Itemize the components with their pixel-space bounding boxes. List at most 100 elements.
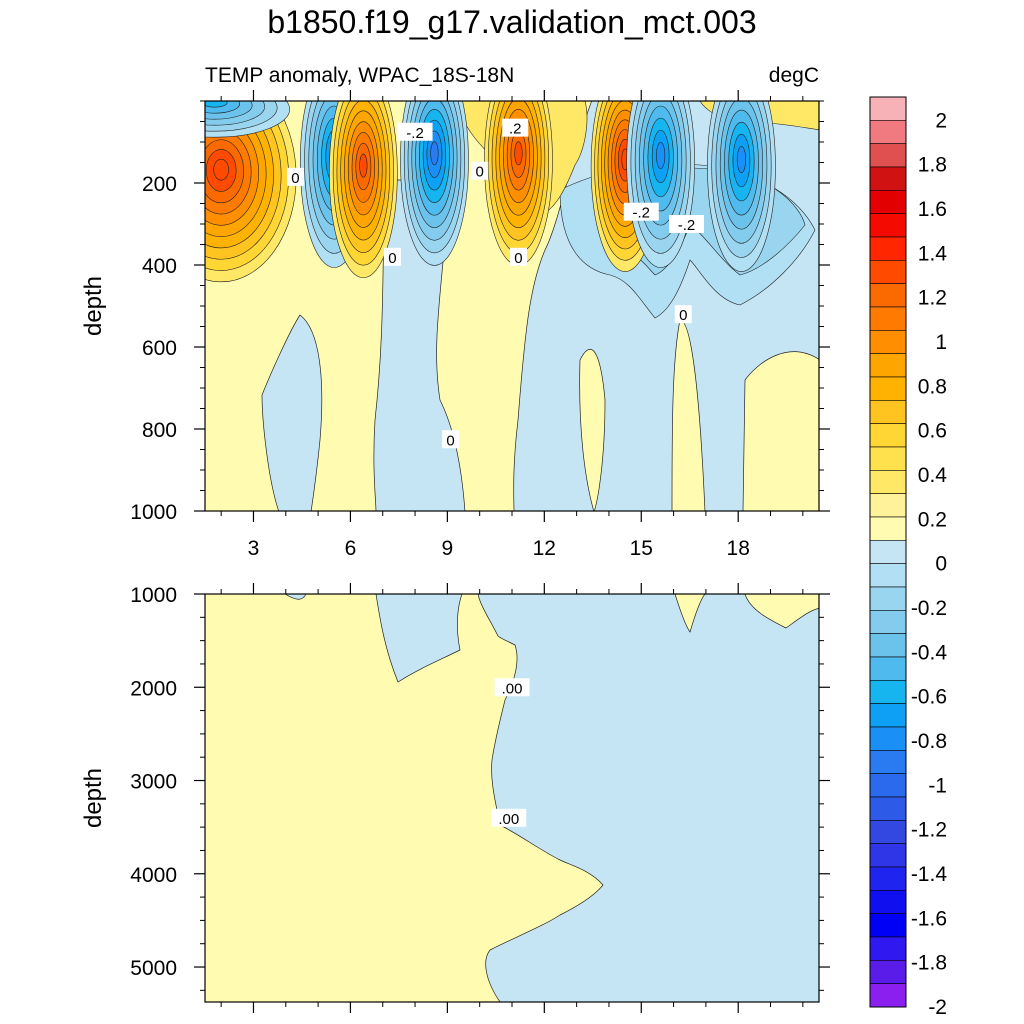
- colorbar-label: 1.4: [918, 242, 948, 265]
- colorbar-swatch: [869, 120, 907, 144]
- y-tick-label: 1000: [130, 584, 177, 607]
- colorbar-swatch: [869, 260, 907, 284]
- contour-label-box: [397, 122, 433, 141]
- colorbar-swatch: [869, 353, 907, 378]
- top-axes: 3 6 9 12 15 18 200 400 600 800 1000: [130, 90, 830, 560]
- contour-label-box: [471, 161, 489, 180]
- colorbar-label: -1.2: [911, 819, 947, 842]
- y-tick-label: 1000: [130, 501, 177, 524]
- colorbar-swatch: [869, 236, 907, 261]
- colorbar-swatch: [869, 423, 907, 448]
- bottom-contour-labels: .00 .00: [491, 678, 530, 828]
- contour-label: .00: [498, 811, 519, 828]
- x-tick-label: 6: [345, 537, 357, 560]
- contour-label-box: [669, 215, 705, 233]
- contour-label-box: [491, 808, 527, 827]
- colorbar-label: -1.8: [911, 952, 947, 975]
- contour-label: 0: [446, 432, 454, 449]
- y-tick-label: 800: [142, 419, 177, 442]
- colorbar-swatch: [869, 143, 907, 168]
- top-pos-pocket-2: [671, 319, 706, 511]
- positive-anomaly-contour: [514, 141, 523, 166]
- colorbar-label: -2: [928, 996, 947, 1019]
- colorbar-label: 0.8: [918, 375, 947, 398]
- colorbar-swatch: [869, 586, 907, 611]
- x-tick-label: 18: [727, 537, 750, 560]
- positive-anomaly-contour: [359, 153, 368, 178]
- top-panel: TEMP anomaly, WPAC_18S-18N degC depth 0 0…: [80, 64, 830, 560]
- contour-label: 0: [514, 250, 522, 267]
- contour-label-box: [494, 678, 530, 697]
- negative-anomaly-contour: [736, 146, 746, 174]
- colorbar-swatch: [869, 703, 907, 728]
- contour-label: -.2: [633, 205, 651, 222]
- colorbar-swatch: [869, 516, 907, 541]
- colorbar-label: 1.8: [918, 154, 947, 177]
- colorbar-swatch: [869, 750, 907, 774]
- x-tick-label: 9: [442, 537, 454, 560]
- colorbar-swatch: [869, 213, 907, 238]
- bottom-axes: 1000 2000 3000 4000 5000: [130, 583, 830, 1013]
- colorbar-swatch: [869, 283, 907, 308]
- colorbar-label: -0.2: [911, 597, 947, 620]
- contour-label: -.2: [406, 125, 424, 142]
- colorbar-swatch: [869, 610, 907, 634]
- contour-label-box: [509, 247, 527, 266]
- y-tick-label: 3000: [130, 771, 177, 794]
- colorbar-swatch: [869, 166, 907, 191]
- top-right-string: degC: [769, 64, 819, 87]
- colorbar-swatch: [869, 493, 907, 518]
- colorbar-label: 1.6: [918, 198, 947, 221]
- colorbar-swatch: [869, 726, 907, 751]
- contour-label-box: [442, 430, 460, 449]
- colorbar-label: 0: [935, 553, 947, 576]
- colorbar-swatch: [869, 820, 907, 844]
- colorbar-label: -1.6: [911, 907, 947, 930]
- y-tick-label: 200: [142, 173, 177, 196]
- x-tick-label: 3: [248, 537, 260, 560]
- colorbar-swatch: [869, 330, 907, 354]
- contour-label: 0: [476, 164, 484, 181]
- colorbar-swatch: [869, 866, 907, 891]
- contour-label-box: [623, 202, 659, 221]
- colorbar-label: 0.6: [918, 420, 947, 443]
- bottom-panel: depth .00 .00 1000 2000 3000 4000 5000: [80, 583, 830, 1013]
- colorbar-label: -1: [928, 774, 947, 797]
- colorbar-swatch: [869, 913, 907, 938]
- colorbar-swatch: [869, 680, 907, 704]
- chart-title: b1850.f19_g17.validation_mct.003: [267, 4, 756, 40]
- top-neg-region-west: [261, 314, 323, 511]
- colorbar-swatch: [869, 890, 907, 914]
- colorbar-swatch: [869, 656, 907, 681]
- contour-label: 0: [388, 250, 396, 267]
- colorbar-label: -0.8: [911, 730, 947, 753]
- colorbar-label: -0.6: [911, 686, 947, 709]
- y-tick-label: 600: [142, 337, 177, 360]
- negative-anomaly-contour: [656, 142, 666, 169]
- colorbar-label: 1.2: [918, 287, 947, 310]
- contour-label: 0: [679, 307, 687, 324]
- colorbar-label: 2: [935, 109, 947, 132]
- colorbar-swatch: [869, 540, 907, 564]
- colorbar-swatch: [869, 843, 907, 868]
- top-y-axis-label: depth: [80, 276, 107, 336]
- top-left-string: TEMP anomaly, WPAC_18S-18N: [205, 64, 514, 87]
- contour-label: 0: [291, 170, 299, 187]
- top-contour-labels: 0 0 0 0 0 -.2 .2 -.2 -.2 0: [286, 118, 705, 449]
- colorbar-swatch: [869, 796, 907, 821]
- colorbar-swatch: [869, 306, 907, 331]
- contour-label-box: [286, 167, 304, 186]
- x-tick-label: 12: [533, 537, 556, 560]
- colorbar-swatch: [869, 190, 907, 214]
- colorbar-label: 0.4: [918, 464, 948, 487]
- colorbar-swatch: [869, 96, 907, 121]
- contour-label: .00: [502, 680, 523, 697]
- contour-label-box: [502, 118, 529, 137]
- negative-anomaly-contour: [205, 101, 228, 108]
- colorbar-swatch: [869, 446, 907, 471]
- contour-label-box: [383, 247, 401, 266]
- positive-anomaly-contour: [213, 158, 229, 181]
- bottom-neg-region: [375, 594, 819, 1002]
- colorbar-label: -1.4: [911, 863, 948, 886]
